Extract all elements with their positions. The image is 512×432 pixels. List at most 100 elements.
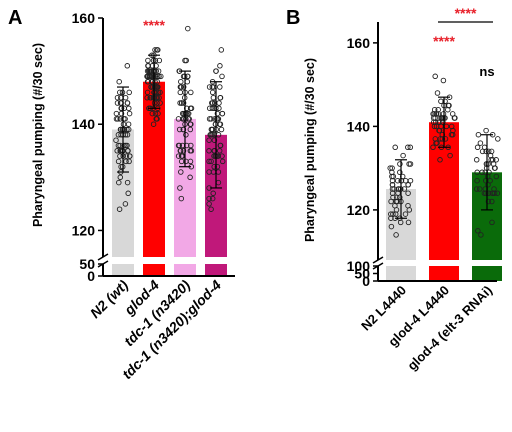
data-point [489,198,495,205]
data-point [115,116,121,122]
data-point [406,161,412,167]
data-point [489,219,495,226]
significance-label: ns [479,64,494,79]
data-point [473,186,480,192]
data-point [397,169,403,176]
data-point [152,78,158,85]
bar-lower-1-0 [386,266,416,281]
data-point [124,100,131,106]
data-point [175,116,182,122]
data-point [117,174,124,181]
panel-b-y-axis-label: Pharyngeal pumping (#/30 sec) [303,58,317,242]
data-point [118,110,125,117]
data-point [474,177,480,184]
data-point [116,179,122,186]
y-tick-label: 120 [347,202,371,218]
data-point [155,47,161,53]
data-point [434,90,441,96]
data-point [145,63,152,69]
data-point [155,68,162,74]
data-point [126,105,132,112]
data-point [442,115,448,121]
data-point [477,140,484,146]
data-point [394,194,400,201]
panel-b-label: B [286,7,300,29]
data-point [186,116,192,122]
data-point [148,84,154,90]
data-point [217,63,223,69]
data-point [126,89,132,96]
data-point [488,148,495,155]
data-point [434,140,440,146]
data-point [206,116,213,122]
data-point [178,100,185,106]
data-point [219,73,225,80]
data-point [114,94,121,101]
data-point [489,157,496,163]
data-point [400,152,406,159]
data-point [116,206,123,212]
data-point [448,131,455,138]
data-point [155,110,161,117]
data-point [181,110,187,117]
data-point [124,63,131,69]
data-point [145,57,151,64]
bar-lower-1-2 [472,266,502,281]
data-point [177,89,184,96]
data-point [432,73,438,80]
data-point [436,127,443,134]
data-point [114,100,121,106]
data-point [397,161,403,167]
data-point [150,121,157,127]
data-point [115,158,122,165]
data-point [478,232,484,238]
data-point [206,158,212,165]
data-point [483,127,489,134]
data-point [214,163,221,170]
data-point [177,100,183,106]
bar-lower-0-2 [174,264,196,276]
data-point [206,148,212,154]
data-point [113,137,119,143]
panel-a-label: A [8,7,22,29]
data-point [217,84,223,90]
data-point [187,126,194,133]
data-point [208,126,215,133]
y-tick-label: 160 [72,10,96,26]
data-point [208,158,214,165]
data-point [446,102,452,109]
data-point [123,158,129,165]
data-point [388,198,394,205]
data-point [405,219,412,226]
data-point [208,132,214,138]
data-point [124,179,131,186]
y-tick-label: 0 [87,268,95,284]
data-point [187,174,193,181]
bar-lower-0-1 [143,264,165,276]
data-point [149,110,156,117]
data-point [151,100,158,106]
data-point [495,136,501,142]
data-point [219,158,226,165]
data-point [178,84,185,90]
y-tick-label: 50 [79,256,95,272]
comparison-significance: **** [455,5,477,21]
data-point [206,195,212,202]
data-point [485,198,492,205]
panel-a-y-axis-label: Pharyngeal pumping (#/30 sec) [31,43,45,227]
data-point [493,173,500,180]
data-point [442,98,448,105]
data-point [452,115,458,121]
data-point [440,77,447,84]
data-point [392,144,398,151]
data-point [180,100,187,106]
data-point [175,153,182,159]
data-point [117,89,123,96]
data-point [152,89,158,96]
data-point [184,78,191,85]
data-point [219,153,225,159]
data-point [121,142,127,149]
bar-lower-1-1 [429,266,459,281]
axis-break-mark [372,256,384,264]
